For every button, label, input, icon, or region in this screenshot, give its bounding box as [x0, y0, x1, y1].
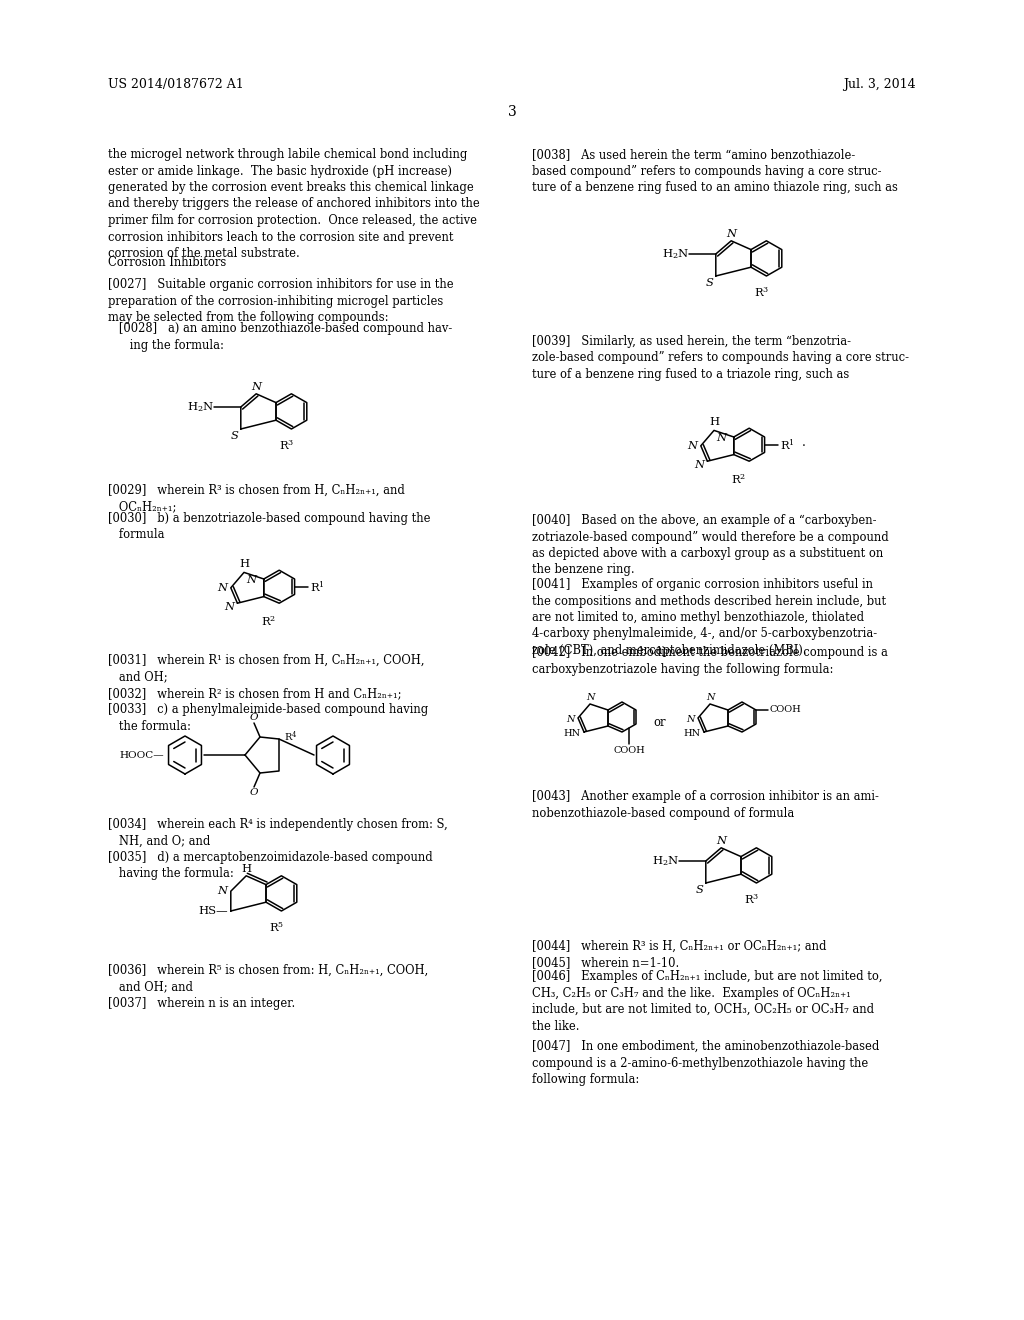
Text: H: H	[709, 417, 719, 428]
Text: [0044]   wherein R³ is H, CₙH₂ₙ₊₁ or OCₙH₂ₙ₊₁; and
[0045]   wherein n=1-10.: [0044] wherein R³ is H, CₙH₂ₙ₊₁ or OCₙH₂…	[532, 940, 826, 969]
Text: H: H	[241, 863, 251, 874]
Text: N: N	[224, 602, 234, 611]
Text: N: N	[246, 574, 256, 585]
Text: the microgel network through labile chemical bond including
ester or amide linka: the microgel network through labile chem…	[108, 148, 480, 260]
Text: [0038]   As used herein the term “amino benzothiazole-
based compound” refers to: [0038] As used herein the term “amino be…	[532, 148, 898, 194]
Text: S: S	[695, 886, 703, 895]
Text: $\mathregular{R^1}$: $\mathregular{R^1}$	[310, 579, 325, 594]
Text: HS—: HS—	[198, 906, 227, 916]
Text: [0036]   wherein R⁵ is chosen from: H, CₙH₂ₙ₊₁, COOH,
   and OH; and
[0037]   wh: [0036] wherein R⁵ is chosen from: H, CₙH…	[108, 964, 428, 1010]
Text: H: H	[239, 560, 249, 569]
Text: .: .	[802, 436, 806, 449]
Text: [0042]   In one embodiment the benzotriazole compound is a
carboxybenzotriazole : [0042] In one embodiment the benzotriazo…	[532, 645, 888, 676]
Text: COOH: COOH	[770, 705, 802, 714]
Text: $\mathregular{R^2}$: $\mathregular{R^2}$	[261, 614, 275, 628]
Text: [0031]   wherein R¹ is chosen from H, CₙH₂ₙ₊₁, COOH,
   and OH;
[0032]   wherein: [0031] wherein R¹ is chosen from H, CₙH₂…	[108, 653, 428, 733]
Text: $\mathregular{R^3}$: $\mathregular{R^3}$	[744, 892, 760, 906]
Text: [0040]   Based on the above, an example of a “carboxyben-
zotriazole-based compo: [0040] Based on the above, an example of…	[532, 513, 889, 577]
Text: $\mathregular{H_2N}$: $\mathregular{H_2N}$	[187, 400, 214, 414]
Text: COOH: COOH	[613, 746, 645, 755]
Text: HOOC—: HOOC—	[120, 751, 164, 759]
Text: N: N	[217, 886, 227, 896]
Text: N: N	[586, 693, 594, 702]
Text: Jul. 3, 2014: Jul. 3, 2014	[844, 78, 916, 91]
Text: O: O	[250, 788, 258, 797]
Text: 3: 3	[508, 106, 516, 119]
Text: HN: HN	[684, 729, 701, 738]
Text: HN: HN	[564, 729, 581, 738]
Text: $\mathregular{R^5}$: $\mathregular{R^5}$	[269, 920, 285, 933]
Text: N: N	[686, 714, 695, 723]
Text: $\mathregular{R^4}$: $\mathregular{R^4}$	[284, 730, 297, 744]
Text: N: N	[706, 693, 715, 702]
Text: US 2014/0187672 A1: US 2014/0187672 A1	[108, 78, 244, 91]
Text: $\mathregular{H_2N}$: $\mathregular{H_2N}$	[663, 247, 689, 261]
Text: N: N	[716, 836, 726, 846]
Text: [0046]   Examples of CₙH₂ₙ₊₁ include, but are not limited to,
CH₃, C₂H₅ or C₃H₇ : [0046] Examples of CₙH₂ₙ₊₁ include, but …	[532, 970, 883, 1032]
Text: N: N	[694, 459, 705, 470]
Text: N: N	[716, 433, 726, 442]
Text: $\mathregular{R^1}$: $\mathregular{R^1}$	[780, 437, 795, 451]
Text: [0039]   Similarly, as used herein, the term “benzotria-
zole-based compound” re: [0039] Similarly, as used herein, the te…	[532, 335, 909, 381]
Text: S: S	[230, 432, 239, 441]
Text: N: N	[217, 583, 227, 593]
Text: N: N	[726, 228, 736, 239]
Text: $\mathregular{R^3}$: $\mathregular{R^3}$	[755, 285, 770, 298]
Text: [0034]   wherein each R⁴ is independently chosen from: S,
   NH, and O; and
[003: [0034] wherein each R⁴ is independently …	[108, 818, 447, 880]
Text: N: N	[251, 381, 261, 392]
Text: $\mathregular{H_2N}$: $\mathregular{H_2N}$	[652, 854, 679, 869]
Text: N: N	[687, 441, 697, 451]
Text: [0047]   In one embodiment, the aminobenzothiazole-based
compound is a 2-amino-6: [0047] In one embodiment, the aminobenzo…	[532, 1040, 880, 1086]
Text: N: N	[566, 714, 575, 723]
Text: O: O	[250, 713, 258, 722]
Text: [0030]   b) a benzotriazole-based compound having the
   formula: [0030] b) a benzotriazole-based compound…	[108, 512, 430, 541]
Text: $\mathregular{R^3}$: $\mathregular{R^3}$	[280, 438, 295, 451]
Text: [0029]   wherein R³ is chosen from H, CₙH₂ₙ₊₁, and
   OCₙH₂ₙ₊₁;: [0029] wherein R³ is chosen from H, CₙH₂…	[108, 484, 404, 513]
Text: $\mathregular{R^2}$: $\mathregular{R^2}$	[731, 473, 745, 486]
Text: Corrosion Inhibitors: Corrosion Inhibitors	[108, 256, 226, 269]
Text: [0041]   Examples of organic corrosion inhibitors useful in
the compositions and: [0041] Examples of organic corrosion inh…	[532, 578, 886, 657]
Text: [0027]   Suitable organic corrosion inhibitors for use in the
preparation of the: [0027] Suitable organic corrosion inhibi…	[108, 279, 454, 323]
Text: or: or	[653, 715, 667, 729]
Text: S: S	[706, 279, 714, 288]
Text: [0043]   Another example of a corrosion inhibitor is an ami-
nobenzothiazole-bas: [0043] Another example of a corrosion in…	[532, 789, 879, 820]
Text: [0028]   a) an amino benzothiazole-based compound hav-
      ing the formula:: [0028] a) an amino benzothiazole-based c…	[108, 322, 453, 351]
